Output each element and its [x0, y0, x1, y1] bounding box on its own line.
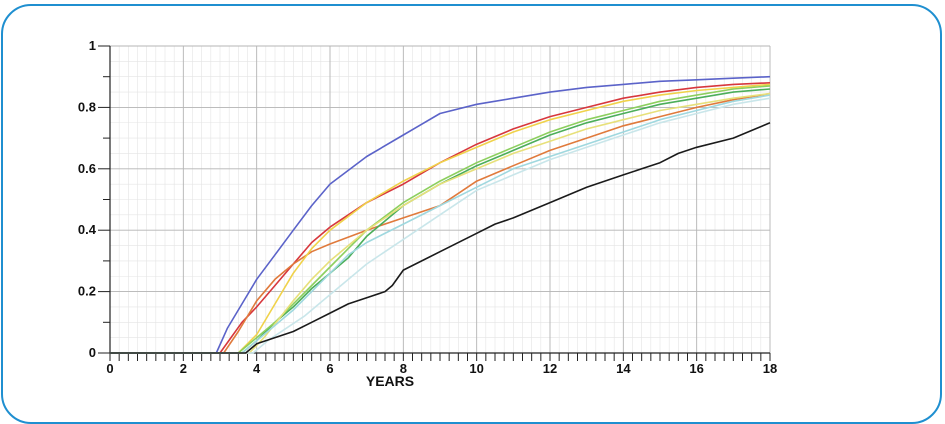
y-tick-label: 0.2: [78, 284, 96, 299]
x-tick-label: 8: [400, 361, 407, 376]
series-line: [110, 122, 771, 354]
tick-labels: 0 2 4 6 8 10 12 14 16 18 0 0.2 0.4 0.6 0.8 1: [78, 38, 777, 376]
series-lines: [110, 75, 771, 354]
x-tick-label: 12: [543, 361, 557, 376]
y-tick-label: 0: [89, 345, 96, 360]
y-tick-label: 0.6: [78, 161, 96, 176]
minor-gridlines: [109, 45, 771, 354]
x-tick-label: 16: [689, 361, 703, 376]
major-gridlines: [109, 45, 771, 354]
series-line: [110, 75, 771, 354]
x-tick-label: 4: [253, 361, 261, 376]
x-tick-label: 10: [469, 361, 483, 376]
x-tick-label: 18: [763, 361, 777, 376]
x-tick-label: 2: [180, 361, 187, 376]
x-tick-label: 14: [616, 361, 631, 376]
x-tick-label: 0: [106, 361, 113, 376]
x-tick-label: 6: [326, 361, 333, 376]
series-line: [110, 94, 771, 354]
series-line: [110, 83, 771, 354]
y-tick-label: 0.8: [78, 99, 96, 114]
y-tick-label: 0.4: [78, 222, 97, 237]
series-line: [110, 92, 771, 354]
x-axis-title: YEARS: [366, 373, 414, 389]
y-tick-label: 1: [89, 38, 96, 53]
line-chart: 0 2 4 6 8 10 12 14 16 18 0 0.2 0.4 0.6 0.8 1 YEARS: [78, 38, 777, 389]
series-line: [110, 97, 771, 354]
